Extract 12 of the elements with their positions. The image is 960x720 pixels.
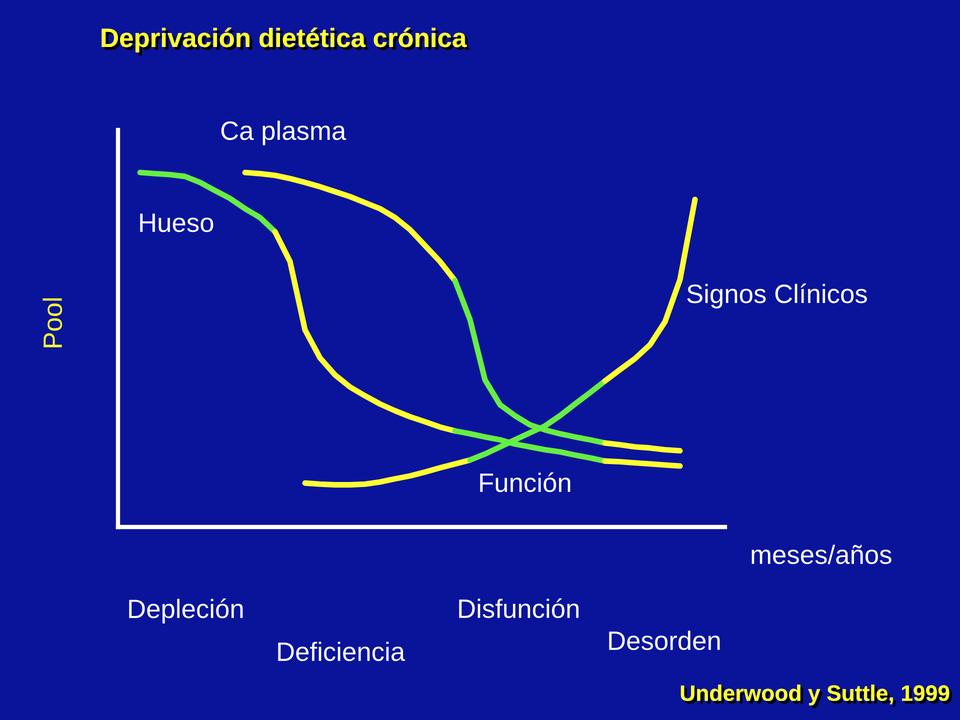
text: Ca plasma bbox=[221, 120, 346, 146]
text: Disfunción bbox=[459, 598, 578, 618]
text: Deficiencia bbox=[278, 642, 406, 662]
y-axis-title: Pool bbox=[42, 298, 62, 348]
annotation: Signos Clínicos bbox=[687, 284, 867, 308]
annotation: Función bbox=[480, 472, 570, 492]
text: Underwood y Suttle, 1999 bbox=[680, 684, 952, 708]
chart-title: Deprivación dietética crónica bbox=[102, 28, 470, 56]
text: Desorden bbox=[609, 630, 720, 650]
x-axis-title: meses/años bbox=[752, 544, 892, 564]
annotation: Hueso bbox=[140, 214, 214, 232]
text: Depleción bbox=[129, 598, 243, 624]
